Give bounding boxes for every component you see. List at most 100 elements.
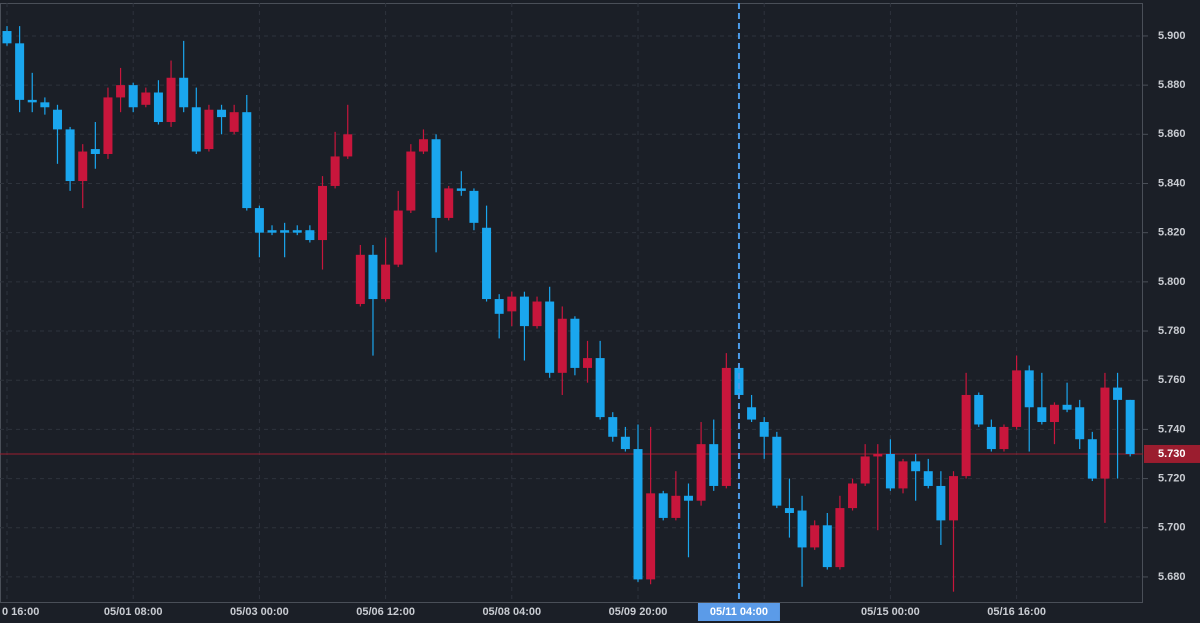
candle-body <box>153 92 163 123</box>
candle-body <box>734 367 744 395</box>
x-tick-label: 05/09 20:00 <box>609 606 668 618</box>
last-price-label: 5.730 <box>1158 448 1186 460</box>
candle-body <box>1062 404 1072 410</box>
y-tick-label: 5.900 <box>1158 30 1186 42</box>
candle-body <box>583 358 593 368</box>
candle-body <box>721 367 731 486</box>
candle-body <box>141 92 151 105</box>
candle-body <box>747 407 757 420</box>
candle-body <box>646 493 656 580</box>
candle-body <box>381 264 391 300</box>
candle-body <box>532 301 542 327</box>
candle-body <box>90 149 100 154</box>
candle-body <box>166 77 176 123</box>
candle-body <box>229 112 239 132</box>
candle-body <box>658 493 668 518</box>
candle-body <box>431 139 441 218</box>
x-tick-label: 05/16 16:00 <box>987 606 1046 618</box>
candle-body <box>709 444 719 486</box>
candle-body <box>305 230 315 241</box>
candle-body <box>848 483 858 509</box>
candle-body <box>873 453 883 457</box>
candle-body <box>759 422 769 437</box>
candle-body <box>280 230 290 233</box>
candle-body <box>898 461 908 489</box>
candle-body <box>772 436 782 506</box>
y-tick-label: 5.860 <box>1158 128 1186 140</box>
candle-body <box>469 190 479 223</box>
candle-body <box>103 97 113 154</box>
candle-body <box>355 254 365 304</box>
y-tick-label: 5.760 <box>1158 374 1186 386</box>
candle-body <box>608 417 618 437</box>
candle-body <box>911 461 921 472</box>
candle-body <box>620 436 630 450</box>
candle-body <box>444 188 454 218</box>
candle-body <box>267 230 277 233</box>
x-tick-label: 05/03 00:00 <box>230 606 289 618</box>
candle-body <box>999 426 1009 450</box>
candle-body <box>671 495 681 518</box>
y-tick-label: 5.740 <box>1158 423 1186 435</box>
y-tick-label: 5.800 <box>1158 276 1186 288</box>
y-tick-label: 5.840 <box>1158 177 1186 189</box>
candle-body <box>368 254 378 300</box>
crosshair-label-box <box>697 603 780 621</box>
candle-body <box>217 109 227 118</box>
y-tick-label: 5.680 <box>1158 571 1186 583</box>
candle-body <box>696 444 706 501</box>
candle-body <box>318 185 327 241</box>
crosshair-label: 05/11 04:00 <box>710 606 768 618</box>
x-tick-label: 05/01 08:00 <box>104 606 163 618</box>
candle-body <box>15 43 25 100</box>
candle-body <box>1125 399 1135 454</box>
candle-body <box>923 471 933 486</box>
candle-body <box>570 318 580 368</box>
candle-body <box>2 31 12 44</box>
candle-body <box>330 156 340 186</box>
candle-body <box>1024 370 1034 408</box>
candle-body <box>1075 407 1085 440</box>
candle-body <box>936 485 946 521</box>
candle-body <box>810 525 820 548</box>
candle-body <box>557 318 567 373</box>
candle-body <box>254 208 264 233</box>
candle-body <box>1113 387 1123 400</box>
y-tick-label: 5.780 <box>1158 325 1186 337</box>
candle-body <box>986 426 996 450</box>
candle-body <box>292 230 302 233</box>
y-tick-label: 5.720 <box>1158 472 1186 484</box>
last-price-box <box>1144 444 1200 463</box>
candle-body <box>40 102 50 108</box>
candle-body <box>406 151 416 211</box>
candle-body <box>242 112 252 209</box>
candle-body <box>885 453 895 489</box>
x-tick-label: 0 16:00 <box>2 606 39 618</box>
candle-body <box>52 109 62 130</box>
candle-body <box>116 85 126 98</box>
y-tick-label: 5.700 <box>1158 522 1186 534</box>
candle-body <box>204 109 214 150</box>
x-tick-label: 05/08 04:00 <box>482 606 541 618</box>
candle-body <box>128 85 138 108</box>
x-tick-label: 05/06 12:00 <box>356 606 415 618</box>
candle-body <box>1100 387 1110 479</box>
y-tick-label: 5.880 <box>1158 79 1186 91</box>
candle-body <box>1087 439 1097 479</box>
candle-body <box>482 227 492 300</box>
candle-body <box>822 525 832 568</box>
candle-body <box>1037 407 1047 423</box>
plot-border <box>0 3 1143 603</box>
candle-body <box>961 394 971 477</box>
candle-body <box>1012 370 1022 427</box>
candle-body <box>1049 404 1059 423</box>
y-tick-label: 5.820 <box>1158 227 1186 239</box>
candle-body <box>78 151 88 182</box>
candle-body <box>784 508 794 513</box>
candle-body <box>507 296 517 312</box>
candle-body <box>949 476 958 521</box>
candle-body <box>633 449 643 580</box>
candle-body <box>519 296 529 327</box>
